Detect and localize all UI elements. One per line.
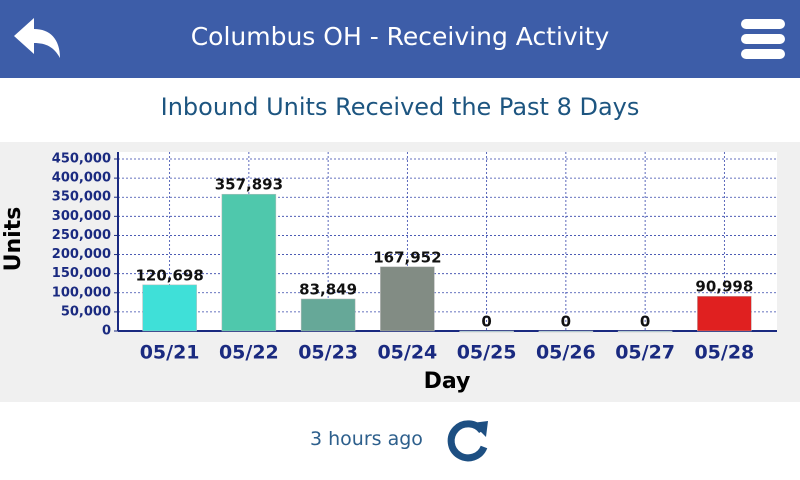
bar — [697, 295, 752, 332]
bar — [538, 330, 594, 333]
x-tick-label: 05/25 — [457, 342, 517, 364]
data-label: 0 — [640, 313, 650, 331]
data-label: 90,998 — [695, 278, 753, 296]
x-tick-label: 05/28 — [694, 342, 754, 364]
chart-title: Inbound Units Received the Past 8 Days — [160, 93, 640, 121]
bar — [300, 298, 356, 332]
y-tick-label: 50,000 — [61, 304, 111, 319]
x-tick-label: 05/24 — [377, 342, 437, 364]
data-label: 167,952 — [373, 248, 441, 266]
y-tick-label: 350,000 — [52, 190, 111, 205]
bar — [617, 330, 673, 333]
data-label: 357,893 — [215, 176, 283, 194]
x-tick-label: 05/26 — [536, 342, 596, 364]
y-tick-label: 150,000 — [52, 266, 111, 281]
y-tick-label: 0 — [102, 324, 111, 339]
data-label: 83,849 — [299, 280, 357, 298]
y-tick-label: 200,000 — [52, 247, 111, 262]
menu-button[interactable] — [740, 18, 786, 60]
x-tick-label: 05/22 — [219, 342, 279, 364]
last-updated: 3 hours ago — [310, 428, 423, 450]
back-button[interactable] — [12, 14, 62, 62]
header-title: Columbus OH - Receiving Activity — [190, 22, 610, 51]
x-axis-label: Day — [424, 369, 471, 394]
y-axis-label: Units — [1, 207, 26, 272]
y-tick-label: 250,000 — [52, 228, 111, 243]
chart: Units Day 0 50,000 100,000 150,000 200,000 25… — [0, 142, 800, 402]
y-tick-label: 450,000 — [52, 152, 111, 167]
x-tick-label: 05/23 — [298, 342, 358, 364]
data-label: 120,698 — [135, 266, 203, 284]
header: Columbus OH - Receiving Activity — [0, 0, 800, 78]
y-tick-label: 100,000 — [52, 285, 111, 300]
x-tick-label: 05/21 — [140, 342, 200, 364]
bar — [142, 284, 197, 332]
x-tick-label: 05/27 — [615, 342, 675, 364]
y-tick-label: 300,000 — [52, 209, 111, 224]
bar — [380, 266, 435, 332]
bar — [459, 330, 514, 333]
data-label: 0 — [561, 313, 571, 331]
refresh-button[interactable] — [444, 417, 492, 465]
data-label: 0 — [481, 313, 491, 331]
y-tick-label: 400,000 — [52, 171, 111, 186]
bar — [221, 193, 277, 332]
